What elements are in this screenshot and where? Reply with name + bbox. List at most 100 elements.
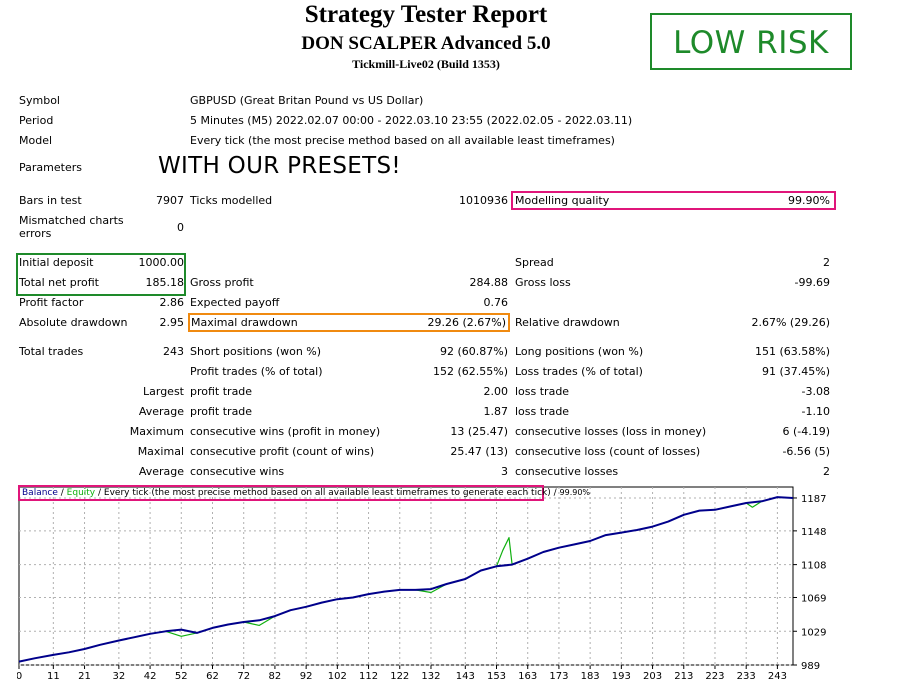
- expected-payoff-label: Expected payoff: [190, 296, 280, 309]
- symbol-label: Symbol: [19, 94, 60, 107]
- largest-loss-label: loss trade: [515, 385, 570, 398]
- short-positions-label: Short positions (won %): [190, 345, 322, 358]
- x-tick-label: 193: [612, 671, 631, 682]
- legend-separator-1: /: [57, 488, 67, 498]
- average-loss-value: -1.10: [801, 405, 830, 418]
- x-tick-label: 62: [206, 671, 219, 682]
- profit-trades-label: Profit trades (% of total): [190, 365, 323, 378]
- largest-label: Largest: [143, 385, 184, 398]
- parameters-label: Parameters: [19, 161, 82, 174]
- expected-payoff-value: 0.76: [483, 296, 509, 309]
- long-positions-label: Long positions (won %): [515, 345, 644, 358]
- max-consecutive-wins-label: consecutive wins (profit in money): [190, 425, 381, 438]
- model-value: Every tick (the most precise method base…: [190, 134, 615, 147]
- loss-trades-value: 91 (37.45%): [761, 365, 830, 378]
- x-tick-label: 32: [113, 671, 126, 682]
- y-tick-label: 1069: [801, 594, 826, 605]
- x-tick-label: 102: [328, 671, 347, 682]
- maximal-consecutive-profit-label: consecutive profit (count of wins): [190, 445, 375, 458]
- maximum-label: Maximum: [129, 425, 184, 438]
- x-tick-label: 122: [390, 671, 409, 682]
- bars-value: 7907: [156, 194, 184, 207]
- spread-label: Spread: [515, 256, 554, 269]
- legend-balance: Balance: [22, 488, 58, 498]
- average-consecutive-losses-value: 2: [823, 465, 830, 478]
- largest-profit-value: 2.00: [483, 385, 509, 398]
- loss-trades-label: Loss trades (% of total): [515, 365, 643, 378]
- presets-note: WITH OUR PRESETS!: [158, 153, 401, 179]
- x-tick-label: 92: [300, 671, 313, 682]
- ticks-label: Ticks modelled: [190, 194, 273, 207]
- average-label: Average: [138, 405, 184, 418]
- maximal-drawdown-highlight: [188, 313, 510, 332]
- profit-factor-value: 2.86: [159, 296, 185, 309]
- x-tick-label: 163: [518, 671, 537, 682]
- mismatch-value: 0: [177, 221, 184, 234]
- total-trades-label: Total trades: [19, 345, 84, 358]
- quality-value: 99.90%: [788, 194, 830, 207]
- x-tick-label: 82: [269, 671, 282, 682]
- balance-equity-chart: 0 11 21 32 42 52 62 72 82 92 102 112 122 132 143 153 163…: [17, 486, 826, 682]
- long-positions-value: 151 (63.58%): [754, 345, 830, 358]
- short-positions-value: 92 (60.87%): [439, 345, 508, 358]
- x-tick-label: 143: [456, 671, 475, 682]
- x-tick-label: 112: [359, 671, 378, 682]
- report-title: Strategy Tester Report: [304, 1, 548, 28]
- maximal-consecutive-profit-value: 25.47 (13): [450, 445, 508, 458]
- model-label: Model: [19, 134, 53, 147]
- low-risk-badge: LOW RISK: [650, 13, 852, 70]
- y-tick-label: 1148: [801, 527, 826, 538]
- legend-equity: Equity: [66, 488, 96, 498]
- max-consecutive-losses-label: consecutive losses (loss in money): [515, 425, 707, 438]
- legend-quality: 99.90%: [559, 488, 591, 497]
- mismatch-label: Mismatched charts: [19, 214, 124, 227]
- largest-loss-value: -3.08: [801, 385, 830, 398]
- x-tick-label: 132: [421, 671, 440, 682]
- x-tick-label: 173: [549, 671, 568, 682]
- x-tick-label: 223: [705, 671, 724, 682]
- x-tick-label: 21: [78, 671, 91, 682]
- absolute-drawdown-label: Absolute drawdown: [19, 316, 128, 329]
- maximal-label: Maximal: [137, 445, 184, 458]
- max-consecutive-losses-value: 6 (-4.19): [782, 425, 830, 438]
- maximal-consecutive-loss-label: consecutive loss (count of losses): [515, 445, 701, 458]
- profit-trades-value: 152 (62.55%): [432, 365, 508, 378]
- maximal-drawdown-label: Maximal drawdown: [191, 316, 298, 329]
- deposit-profit-highlight: [16, 253, 186, 296]
- balance-series-line: [18, 496, 794, 663]
- x-tick-label: 52: [175, 671, 188, 682]
- x-tick-label: 153: [487, 671, 506, 682]
- y-tick-label: 1108: [801, 561, 826, 572]
- symbol-value: GBPUSD (Great Britan Pound vs US Dollar): [190, 94, 424, 107]
- average-profit-value: 1.87: [483, 405, 509, 418]
- average-consecutive-wins-value: 3: [501, 465, 508, 478]
- deposit-label: Initial deposit: [19, 256, 94, 269]
- x-tick-label: 243: [768, 671, 787, 682]
- chart-legend: Balance / Equity / Every tick (the most …: [22, 488, 590, 498]
- period-value: 5 Minutes (M5) 2022.02.07 00:00 - 2022.0…: [190, 114, 633, 127]
- spread-value: 2: [823, 256, 830, 269]
- x-tick-label: 233: [737, 671, 756, 682]
- max-consecutive-wins-value: 13 (25.47): [450, 425, 508, 438]
- x-tick-label: 183: [581, 671, 600, 682]
- period-label: Period: [19, 114, 54, 127]
- ticks-value: 1010936: [459, 194, 508, 207]
- average2-label: Average: [138, 465, 184, 478]
- y-tick-label: 1029: [801, 627, 826, 638]
- x-tick-label: 72: [237, 671, 250, 682]
- absolute-drawdown-value: 2.95: [159, 316, 185, 329]
- maximal-drawdown-value: 29.26 (2.67%): [427, 316, 506, 329]
- bars-label: Bars in test: [19, 194, 82, 207]
- deposit-value: 1000.00: [138, 256, 185, 269]
- x-tick-label: 42: [144, 671, 157, 682]
- y-tick-label: 1187: [801, 494, 826, 505]
- gross-loss-label: Gross loss: [515, 276, 571, 289]
- largest-profit-label: profit trade: [190, 385, 253, 398]
- profit-factor-label: Profit factor: [19, 296, 84, 309]
- x-tick-label: 213: [674, 671, 693, 682]
- chart-plot-area: [18, 486, 794, 666]
- relative-drawdown-value: 2.67% (29.26): [751, 316, 830, 329]
- gross-profit-label: Gross profit: [190, 276, 254, 289]
- x-tick-label: 11: [47, 671, 60, 682]
- report-subtitle: DON SCALPER Advanced 5.0: [301, 33, 551, 54]
